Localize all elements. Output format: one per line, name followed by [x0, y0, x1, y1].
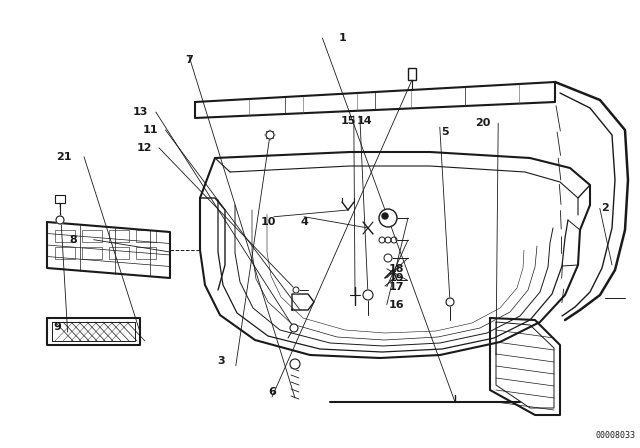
- Circle shape: [379, 209, 397, 227]
- Circle shape: [446, 298, 454, 306]
- Text: 2: 2: [601, 203, 609, 213]
- Text: 00008033: 00008033: [595, 431, 635, 440]
- Circle shape: [266, 131, 274, 139]
- Text: 19: 19: [389, 273, 404, 283]
- Text: 3: 3: [217, 356, 225, 366]
- Circle shape: [384, 254, 392, 262]
- Text: 21: 21: [56, 152, 72, 162]
- Text: 4: 4: [300, 217, 308, 227]
- Circle shape: [290, 324, 298, 332]
- Text: 11: 11: [143, 125, 158, 135]
- Text: 20: 20: [476, 118, 491, 128]
- Circle shape: [290, 359, 300, 369]
- Text: 6: 6: [268, 387, 276, 397]
- Text: 13: 13: [133, 107, 148, 117]
- Text: 17: 17: [389, 282, 404, 292]
- Circle shape: [293, 287, 299, 293]
- Text: 12: 12: [136, 143, 152, 153]
- Text: 15: 15: [341, 116, 356, 126]
- Circle shape: [382, 213, 388, 219]
- Text: 18: 18: [389, 264, 404, 274]
- Text: 5: 5: [441, 127, 449, 137]
- Text: 1: 1: [339, 33, 346, 43]
- Text: 7: 7: [185, 56, 193, 65]
- Text: 14: 14: [357, 116, 372, 126]
- Circle shape: [363, 290, 373, 300]
- Text: 16: 16: [389, 300, 404, 310]
- Text: 9: 9: [54, 322, 61, 332]
- Text: 8: 8: [70, 235, 77, 245]
- Text: 10: 10: [261, 217, 276, 227]
- Circle shape: [56, 216, 64, 224]
